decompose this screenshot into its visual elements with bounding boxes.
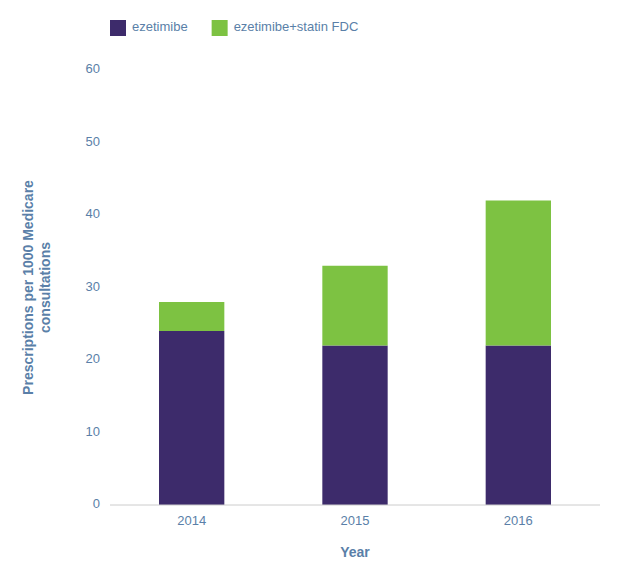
x-axis-label: Year <box>340 544 370 560</box>
bar <box>159 331 224 505</box>
chart-container: 0 10 20 30 40 50 60 2014 2015 2016 Year Prescriptio… <box>0 0 633 584</box>
legend-label: ezetimibe+statin FDC <box>234 19 359 34</box>
x-axis-line <box>110 505 600 506</box>
y-tick-label: 50 <box>86 134 100 149</box>
x-tick-label: 2016 <box>504 513 533 528</box>
y-axis-label-line: Prescriptions per 1000 Medicare <box>20 180 36 395</box>
bar <box>322 346 387 506</box>
bar <box>159 302 224 331</box>
x-tick-label: 2015 <box>341 513 370 528</box>
bar <box>486 201 551 346</box>
legend-swatch <box>212 20 228 36</box>
y-tick-label: 60 <box>86 61 100 76</box>
y-tick-label: 0 <box>93 496 100 511</box>
legend-swatch <box>110 20 126 36</box>
y-axis-label-line: consultations <box>37 242 53 333</box>
bar <box>322 266 387 346</box>
chart-svg: 0 10 20 30 40 50 60 2014 2015 2016 Year Prescriptio… <box>0 0 633 584</box>
y-tick-label: 20 <box>86 351 100 366</box>
legend: ezetimibe ezetimibe+statin FDC <box>110 19 358 36</box>
y-axis-label: Prescriptions per 1000 Medicareconsultat… <box>20 180 53 395</box>
y-tick-label: 30 <box>86 279 100 294</box>
y-tick-label: 10 <box>86 424 100 439</box>
y-tick-label: 40 <box>86 206 100 221</box>
bar <box>486 346 551 506</box>
x-tick-label: 2014 <box>177 513 206 528</box>
legend-label: ezetimibe <box>132 19 188 34</box>
bars <box>159 201 551 506</box>
